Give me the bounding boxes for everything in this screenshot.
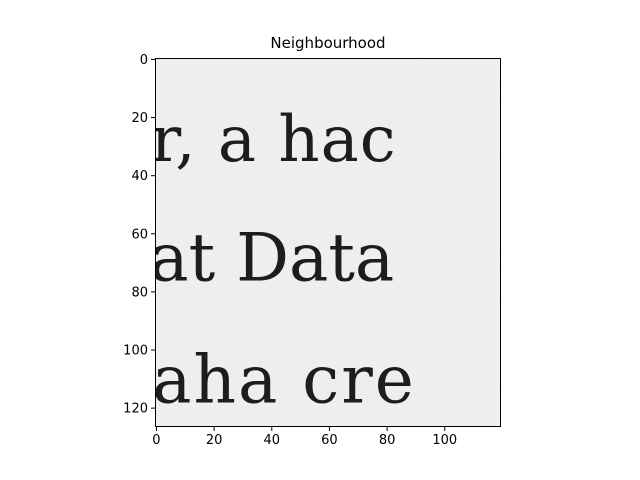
x-tick-label-0: 0	[152, 433, 160, 448]
image-area: r, a hac at Data aha cre	[149, 58, 501, 427]
y-tick-label-40: 40	[131, 169, 148, 184]
y-tick-label-60: 60	[131, 227, 148, 242]
axes-frame	[155, 58, 501, 427]
y-tick-label-100: 100	[123, 344, 148, 359]
text-line-1: r, a hac	[151, 103, 397, 177]
x-tick-label-20: 20	[206, 433, 223, 448]
x-tick-label-60: 60	[321, 433, 338, 448]
image-grain	[155, 58, 501, 427]
x-tick-label-100: 100	[432, 433, 457, 448]
y-axis: 0 20 40 60 80 100 120	[123, 53, 155, 417]
x-tick-label-40: 40	[264, 433, 281, 448]
y-tick-label-20: 20	[131, 111, 148, 126]
y-tick-label-0: 0	[140, 53, 148, 68]
y-tick-label-120: 120	[123, 402, 148, 417]
x-tick-label-80: 80	[379, 433, 396, 448]
text-line-2: at Data	[149, 219, 394, 296]
x-axis: 0 20 40 60 80 100	[152, 427, 457, 448]
chart-title: Neighbourhood	[270, 34, 385, 52]
y-tick-label-80: 80	[131, 285, 148, 300]
text-line-3: aha cre	[152, 341, 416, 418]
